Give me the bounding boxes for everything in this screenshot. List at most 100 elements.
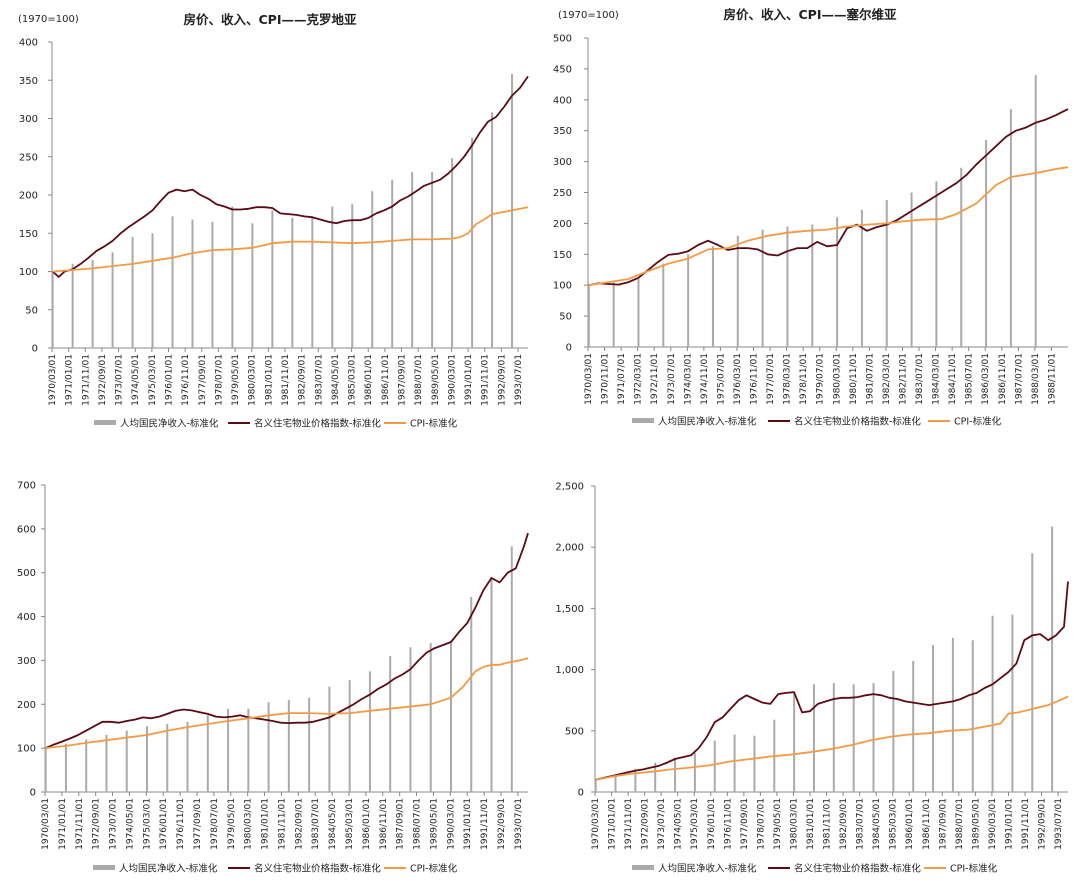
income-bar [449, 640, 452, 792]
income-bar [786, 226, 789, 347]
x-tick-label: 1976/03/01 [733, 353, 743, 405]
income-bar [227, 708, 230, 792]
y-tick-label: 150 [19, 229, 38, 240]
legend-label: CPI-标准化 [954, 416, 1002, 428]
income-bar [431, 172, 434, 348]
y-tick-label: 2,500 [555, 482, 584, 493]
income-bar [171, 216, 174, 348]
income-bar [872, 683, 875, 792]
legend-label: 名义住宅物业价格指数-标准化 [254, 863, 381, 875]
income-bar [733, 734, 736, 792]
y-tick-label: 50 [25, 305, 38, 316]
x-tick-label: 1991/11/01 [1021, 798, 1031, 850]
x-tick-label: 1982/09/01 [294, 798, 304, 850]
x-tick-label: 1980/11/01 [849, 353, 859, 405]
income-bar [687, 254, 690, 347]
income-bar [836, 217, 839, 347]
x-tick-label: 1980/03/01 [789, 798, 799, 850]
x-tick-label: 1992/09/01 [497, 354, 507, 406]
y-tick-label: 100 [17, 744, 36, 755]
x-tick-label: 1991/01/01 [1004, 798, 1014, 850]
income-bar [935, 181, 938, 347]
cpi-line [595, 695, 1069, 781]
x-tick-label: 1988/07/01 [413, 798, 423, 850]
x-tick-label: 1972/11/01 [650, 353, 660, 405]
x-tick-label: 1979/05/01 [773, 798, 783, 850]
income-bar [761, 229, 764, 347]
income-bar [371, 191, 374, 348]
chart-panel-hungary: (1970=100)房价、收入、CPI——匈牙利0100200300400500… [0, 441, 540, 882]
income-bar [125, 730, 128, 792]
income-bar [753, 735, 756, 792]
house-price-line [588, 108, 1069, 287]
x-tick-label: 1976/01/01 [159, 798, 169, 850]
y-tick-label: 400 [553, 95, 572, 106]
x-tick-label: 1970/03/01 [41, 798, 51, 850]
income-bar [331, 206, 334, 348]
x-tick-label: 1979/05/01 [231, 354, 241, 406]
y-tick-label: 1,500 [555, 604, 584, 615]
x-tick-label: 1984/05/01 [872, 798, 882, 850]
x-tick-label: 1975/07/01 [716, 353, 726, 405]
cpi-line [52, 206, 529, 273]
x-tick-label: 1971/01/01 [608, 798, 618, 850]
y-tick-label: 300 [17, 656, 36, 667]
income-bar [411, 172, 414, 348]
income-bar [131, 237, 134, 348]
x-tick-label: 1977/09/01 [193, 798, 203, 850]
y-tick-label: 500 [565, 726, 584, 737]
income-bar [985, 139, 988, 347]
y-tick-label: 400 [17, 612, 36, 623]
x-tick-label: 1972/09/01 [98, 354, 108, 406]
y-tick-label: 150 [553, 250, 572, 261]
income-bar [409, 647, 412, 792]
x-tick-label: 1982/09/01 [298, 354, 308, 406]
x-tick-label: 1986/01/01 [905, 798, 915, 850]
x-tick-label: 1977/09/01 [740, 798, 750, 850]
x-tick-label: 1971/01/01 [65, 354, 75, 406]
income-bar [151, 233, 154, 348]
x-tick-label: 1977/07/01 [766, 353, 776, 405]
x-tick-label: 1982/11/01 [898, 353, 908, 405]
x-tick-label: 1972/03/01 [634, 353, 644, 405]
x-tick-label: 1970/03/01 [584, 353, 594, 405]
income-bar [247, 708, 250, 792]
x-tick-label: 1980/03/01 [244, 798, 254, 850]
income-bar [85, 739, 88, 792]
x-tick-label: 1987/07/01 [1014, 353, 1024, 405]
chart-title: 房价、收入、CPI——克罗地亚 [184, 12, 357, 27]
income-bar [654, 762, 657, 792]
income-bar [1034, 75, 1037, 347]
x-tick-label: 1983/07/01 [311, 798, 321, 850]
income-bar [614, 774, 617, 792]
y-tick-label: 300 [19, 114, 38, 125]
x-tick-label: 1970/11/01 [601, 353, 611, 405]
x-tick-label: 1975/03/01 [690, 798, 700, 850]
income-bar [587, 285, 590, 347]
cpi-line [45, 657, 529, 749]
x-tick-label: 1986/11/01 [379, 798, 389, 850]
x-tick-label: 1985/07/01 [965, 353, 975, 405]
x-tick-label: 1987/09/01 [398, 354, 408, 406]
house-price-line [52, 75, 529, 278]
cpi-line [588, 166, 1069, 287]
x-tick-label: 1978/07/01 [210, 798, 220, 850]
x-tick-label: 1986/03/01 [981, 353, 991, 405]
x-tick-label: 1990/03/01 [446, 798, 456, 850]
chart-panel-croatia: (1970=100) 房价、收入、CPI——克罗地亚 0 50 100 150 200 250… [0, 0, 540, 441]
income-bar [451, 158, 454, 348]
x-tick-label: 1983/07/01 [314, 354, 324, 406]
income-bar [491, 112, 494, 348]
x-tick-label: 1985/03/01 [889, 798, 899, 850]
x-tick-label: 1986/11/01 [381, 354, 391, 406]
y-tick-label: 200 [19, 191, 38, 202]
income-bar [348, 680, 351, 792]
x-tick-label: 1975/03/01 [148, 354, 158, 406]
x-tick-label: 1975/03/01 [142, 798, 152, 850]
x-tick-label: 1981/11/01 [823, 798, 833, 850]
income-bar [166, 724, 169, 792]
y-tick-label: 0 [30, 788, 36, 799]
income-bar [793, 694, 796, 792]
income-bar [612, 282, 615, 347]
y-tick-label: 50 [559, 312, 572, 323]
